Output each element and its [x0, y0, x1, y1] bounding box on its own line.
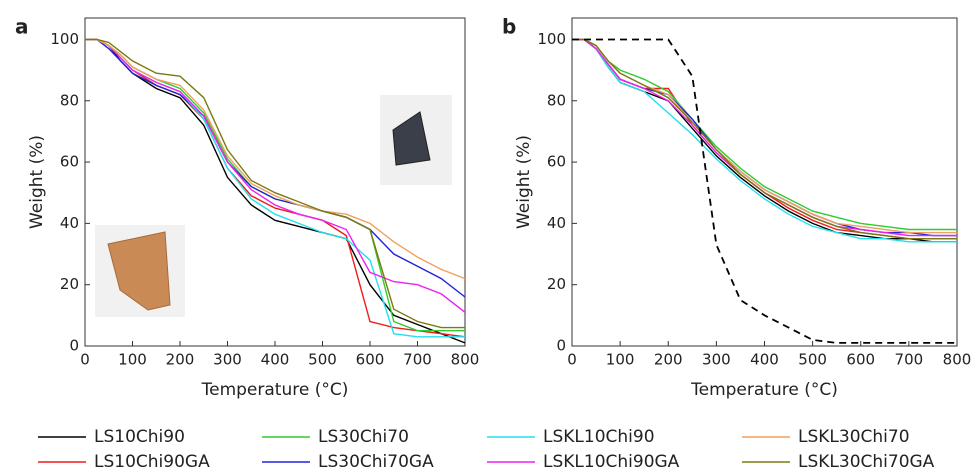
x-tick-label: 500 [798, 351, 827, 369]
x-tick-label: 800 [943, 351, 972, 369]
x-tick-label: 600 [846, 351, 875, 369]
y-tick-label: 40 [60, 214, 79, 232]
data-line [572, 38, 957, 240]
x-tick-label: 500 [308, 351, 337, 369]
data-line [572, 38, 957, 344]
legend-label: LSKL30Chi70 [798, 427, 910, 447]
legend-label: LS10Chi90GA [94, 452, 210, 472]
photo-after [380, 95, 452, 185]
y-axis-title: Weight (%) [27, 135, 47, 229]
y-tick-label: 20 [547, 275, 566, 293]
x-tick-label: 700 [895, 351, 924, 369]
x-tick-label: 200 [654, 351, 683, 369]
data-line [572, 38, 957, 237]
x-axis-title: Temperature (°C) [690, 380, 838, 400]
y-tick-label: 20 [60, 275, 79, 293]
x-tick-label: 0 [80, 351, 90, 369]
y-tick-label: 40 [547, 214, 566, 232]
legend-label: LSKL10Chi90GA [543, 452, 680, 472]
data-line [85, 38, 466, 280]
data-line [85, 38, 465, 329]
x-tick-label: 300 [702, 351, 731, 369]
x-tick-label: 400 [750, 351, 779, 369]
x-tick-label: 100 [118, 351, 147, 369]
x-tick-label: 0 [567, 351, 577, 369]
x-axis-title: Temperature (°C) [201, 380, 349, 400]
x-tick-label: 600 [356, 351, 385, 369]
y-tick-label: 0 [69, 337, 79, 355]
x-tick-label: 800 [451, 351, 480, 369]
y-tick-label: 80 [60, 91, 79, 109]
legend-label: LSKL10Chi90 [543, 427, 655, 447]
x-tick-label: 100 [606, 351, 635, 369]
data-line [572, 38, 957, 237]
panel-label: a [15, 15, 29, 39]
data-line [572, 38, 957, 243]
data-line [572, 38, 957, 240]
legend-label: LS30Chi70GA [318, 452, 434, 472]
panel-label: b [502, 15, 516, 39]
legend-label: LS10Chi90 [94, 427, 185, 447]
x-tick-label: 300 [213, 351, 242, 369]
y-tick-label: 100 [50, 30, 79, 48]
y-tick-label: 60 [547, 153, 566, 171]
x-tick-label: 400 [261, 351, 290, 369]
y-tick-label: 80 [547, 91, 566, 109]
y-axis-title: Weight (%) [514, 135, 534, 229]
data-line [572, 38, 957, 243]
data-line [572, 38, 957, 234]
legend-label: LS30Chi70 [318, 427, 409, 447]
y-tick-label: 0 [556, 337, 566, 355]
x-tick-label: 200 [166, 351, 195, 369]
data-line [85, 38, 466, 298]
data-line [85, 38, 466, 313]
y-tick-label: 100 [537, 30, 566, 48]
y-tick-label: 60 [60, 153, 79, 171]
x-tick-label: 700 [403, 351, 432, 369]
plot-frame [571, 17, 958, 347]
data-line [572, 38, 957, 231]
photo-before [95, 225, 185, 317]
legend-label: LSKL30Chi70GA [798, 452, 935, 472]
